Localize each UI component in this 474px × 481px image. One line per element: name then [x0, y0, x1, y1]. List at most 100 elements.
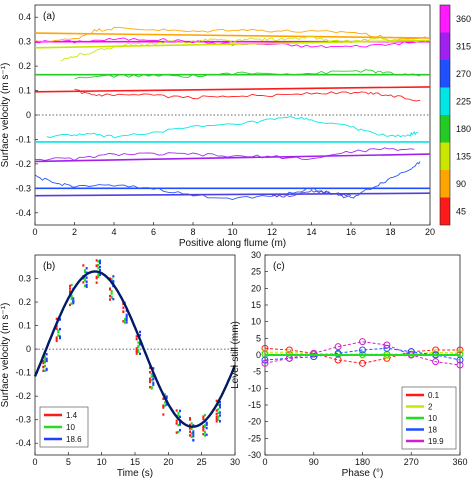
panel-c-ytick-label: 30 — [251, 250, 261, 260]
panel-b-point — [179, 415, 181, 419]
panel-c-ytick-label: -20 — [248, 417, 261, 427]
panel-b-point — [202, 417, 205, 420]
panel-b-point — [139, 334, 141, 337]
panel-c-marker — [310, 349, 318, 357]
panel-b-point — [55, 338, 58, 341]
panel-c-xtick-label: 180 — [355, 457, 370, 467]
panel-b-point — [189, 430, 191, 433]
panel-b-point — [149, 371, 151, 374]
panel-a-xtick-label: 0 — [32, 227, 37, 237]
panel-b-point — [69, 284, 71, 288]
panel-c-ytick-label: -10 — [248, 383, 261, 393]
panel-a-fit-line — [34, 192, 431, 197]
panel-b-point — [175, 431, 178, 434]
panel-b-point — [215, 420, 218, 423]
panel-c-legend-label: 10 — [428, 414, 437, 423]
panel-b-point — [84, 279, 86, 282]
panel-b-point — [42, 365, 45, 369]
panel-b-point — [45, 367, 48, 371]
panel-c-line — [264, 347, 460, 364]
panel-b-point — [139, 352, 141, 356]
panel-b-point — [204, 425, 206, 428]
panel-b-point — [109, 298, 111, 301]
panel-b-point — [162, 397, 165, 401]
panel-a-xtick-label: 12 — [267, 227, 277, 237]
panel-a-xlabel: Positive along flume (m) — [179, 238, 286, 249]
panel-b-point — [192, 430, 195, 433]
panel-b-point — [125, 315, 128, 318]
panel-b-point — [164, 404, 166, 407]
panel-a-trace — [46, 116, 419, 139]
panel-c-ytick-label: 0 — [256, 350, 261, 360]
panel-b-point — [202, 415, 205, 418]
panel-b-point — [55, 317, 58, 321]
panel-b-point — [45, 359, 48, 363]
panel-b-point — [45, 357, 48, 360]
panel-c-xtick-label: 270 — [404, 457, 419, 467]
panel-b-point — [135, 352, 138, 355]
panel-c-ytick-label: 15 — [251, 300, 261, 310]
colorbar-segment — [440, 170, 450, 198]
panel-b-point — [189, 418, 191, 421]
panel-b-point — [137, 350, 140, 353]
panel-c-marker — [456, 356, 464, 364]
panel-b-point — [42, 359, 45, 363]
panel-b-point — [95, 264, 98, 268]
panel-a-ytick-label: 0.2 — [18, 61, 31, 71]
panel-a-series-315 — [34, 189, 431, 198]
panel-a-xtick-label: 4 — [111, 227, 116, 237]
panel-a-ytick-label: -0.1 — [15, 134, 31, 144]
panel-c-marker — [359, 346, 366, 354]
panel-b-point — [217, 403, 220, 407]
panel-b-point — [55, 336, 58, 339]
panel-b-point — [202, 429, 205, 432]
panel-b-point — [57, 334, 60, 337]
panel-a-fit-line — [34, 86, 431, 93]
panel-a-series-225 — [35, 116, 430, 143]
panel-a-trace — [34, 26, 427, 43]
panel-b-legend-label: 10 — [66, 423, 75, 432]
panel-c-marker — [432, 358, 440, 366]
panel-b-point — [149, 377, 151, 380]
panel-a-xtick-label: 2 — [72, 227, 77, 237]
panel-b-point — [219, 411, 221, 414]
panel-b-point — [165, 395, 168, 398]
panel-a-axes: 0 2 4 6 8 10 12 14 16 18 20 -0.4 -0.3 -0.2 -0.1 0 0.1 0.2… — [0, 4, 435, 249]
panel-b-point — [97, 274, 100, 277]
panel-b-point — [59, 327, 61, 331]
panel-b-xtick-label: 20 — [163, 457, 173, 467]
panel-b-point — [202, 427, 205, 430]
panel-b-point — [149, 380, 151, 384]
panel-b-point — [70, 294, 73, 297]
panel-b-ytick-label: -0.1 — [15, 368, 31, 378]
panel-b-point — [59, 318, 61, 321]
panel-b-point — [202, 425, 205, 428]
panel-b-point — [219, 420, 221, 423]
panel-b-point — [217, 411, 220, 415]
panel-a-ytick-label: 0.4 — [18, 12, 31, 22]
panel-b-point — [95, 281, 98, 284]
panel-b-ytick-label: -0.4 — [15, 438, 31, 448]
panel-b-point — [204, 424, 206, 427]
panel-c-xtick-label: 0 — [262, 457, 267, 467]
panel-c-series-19.9 — [261, 338, 464, 369]
colorbar-tick-label: 360 — [456, 14, 471, 24]
panel-b-ytick-label: 0.2 — [18, 297, 31, 307]
panel-a-xtick-label: 16 — [346, 227, 356, 237]
panel-c-ytick-label: 5 — [256, 333, 261, 343]
panel-c-ytick-label: -25 — [248, 433, 261, 443]
panel-a-xtick-label: 14 — [306, 227, 316, 237]
panel-b-point — [69, 303, 71, 307]
panel-b-point — [55, 339, 58, 343]
panel-b-point — [122, 306, 125, 309]
panel-b-point — [124, 320, 126, 323]
panel-b-point — [177, 430, 180, 434]
panel-b-point — [70, 296, 73, 299]
panel-b-point — [215, 412, 218, 416]
panel-a-ytick-label: 0.3 — [18, 37, 31, 47]
panel-a-ytick-label: 0 — [26, 110, 31, 120]
panel-b-point — [165, 396, 168, 400]
panel-a-xtick-label: 8 — [190, 227, 195, 237]
panel-a-ylabel: Surface velocity (m s⁻¹) — [0, 63, 11, 168]
